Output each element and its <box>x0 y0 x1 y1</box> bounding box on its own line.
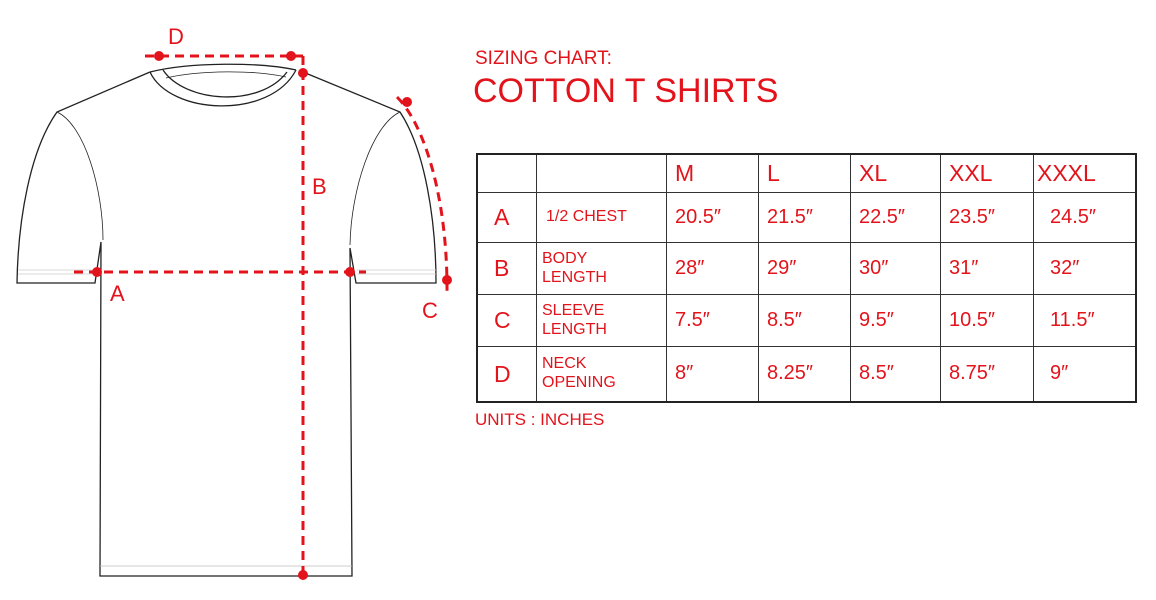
header-size: L <box>758 153 851 193</box>
row-name-line1: SLEEVE <box>542 302 605 320</box>
sizing-table: M L XL XXL XXXL A 1/2 CHEST 20.5″ 21.5″ … <box>476 153 1137 403</box>
tshirt-outline <box>16 63 437 577</box>
cell-value: 7.5″ <box>666 294 759 347</box>
cell-value: 24.5″ <box>1033 192 1137 243</box>
cell-value: 9″ <box>1033 346 1137 402</box>
row-name-line1: NECK <box>542 355 587 373</box>
measure-c-line <box>395 95 449 296</box>
cell-value: 9.5″ <box>850 294 941 347</box>
cell-value: 8.25″ <box>758 346 851 402</box>
header-size: XL <box>850 153 941 193</box>
label-a: A <box>110 281 125 306</box>
table-header-row: M L XL XXL XXXL <box>476 153 1137 193</box>
row-name-line2: LENGTH <box>542 268 607 286</box>
row-name-line1: BODY <box>542 250 588 268</box>
header-size: XXL <box>940 153 1034 193</box>
row-name: 1/2 CHEST <box>536 192 667 243</box>
header-empty <box>476 153 537 193</box>
row-name: NECK OPENING <box>536 346 667 402</box>
row-letter: B <box>476 242 537 295</box>
row-name: BODY LENGTH <box>536 242 667 295</box>
point-a-left <box>92 267 102 277</box>
cell-value: 11.5″ <box>1033 294 1137 347</box>
cell-value: 29″ <box>758 242 851 295</box>
header-size: XXXL <box>1033 153 1137 193</box>
chart-subtitle: SIZING CHART: <box>475 48 612 69</box>
chart-title: COTTON T SHIRTS <box>473 72 779 110</box>
table-row: B BODY LENGTH 28″ 29″ 30″ 31″ 32″ <box>476 242 1137 295</box>
cell-value: 31″ <box>940 242 1034 295</box>
cell-value: 21.5″ <box>758 192 851 243</box>
cell-value: 28″ <box>666 242 759 295</box>
row-letter: D <box>476 346 537 402</box>
table-row: A 1/2 CHEST 20.5″ 21.5″ 22.5″ 23.5″ 24.5… <box>476 192 1137 243</box>
measurement-lines <box>74 54 449 578</box>
tshirt-diagram <box>16 51 452 580</box>
point-b-bottom <box>298 570 308 580</box>
cell-value: 30″ <box>850 242 941 295</box>
point-b-top <box>298 68 308 78</box>
row-name-line2: OPENING <box>542 373 616 391</box>
row-letter: A <box>476 192 537 243</box>
row-name: SLEEVE LENGTH <box>536 294 667 347</box>
cell-value: 8.5″ <box>758 294 851 347</box>
table-row: D NECK OPENING 8″ 8.25″ 8.5″ 8.75″ 9″ <box>476 346 1137 402</box>
row-letter: C <box>476 294 537 347</box>
cell-value: 8″ <box>666 346 759 402</box>
label-c: C <box>422 298 438 323</box>
point-d-left <box>154 51 164 61</box>
point-a-right <box>345 267 355 277</box>
row-name-line2: LENGTH <box>542 320 607 338</box>
measurement-points <box>92 51 452 580</box>
cell-value: 8.5″ <box>850 346 941 402</box>
cell-value: 32″ <box>1033 242 1137 295</box>
row-name-line1: 1/2 CHEST <box>546 208 627 226</box>
cell-value: 8.75″ <box>940 346 1034 402</box>
cell-value: 22.5″ <box>850 192 941 243</box>
label-d: D <box>168 24 184 49</box>
label-b: B <box>312 174 327 199</box>
units-note: UNITS : INCHES <box>475 410 605 429</box>
point-c-bottom <box>442 275 452 285</box>
header-size: M <box>666 153 759 193</box>
cell-value: 23.5″ <box>940 192 1034 243</box>
table-row: C SLEEVE LENGTH 7.5″ 8.5″ 9.5″ 10.5″ 11.5… <box>476 294 1137 347</box>
point-d-right <box>286 51 296 61</box>
cell-value: 20.5″ <box>666 192 759 243</box>
header-empty <box>536 153 667 193</box>
point-c-top <box>402 97 412 107</box>
cell-value: 10.5″ <box>940 294 1034 347</box>
